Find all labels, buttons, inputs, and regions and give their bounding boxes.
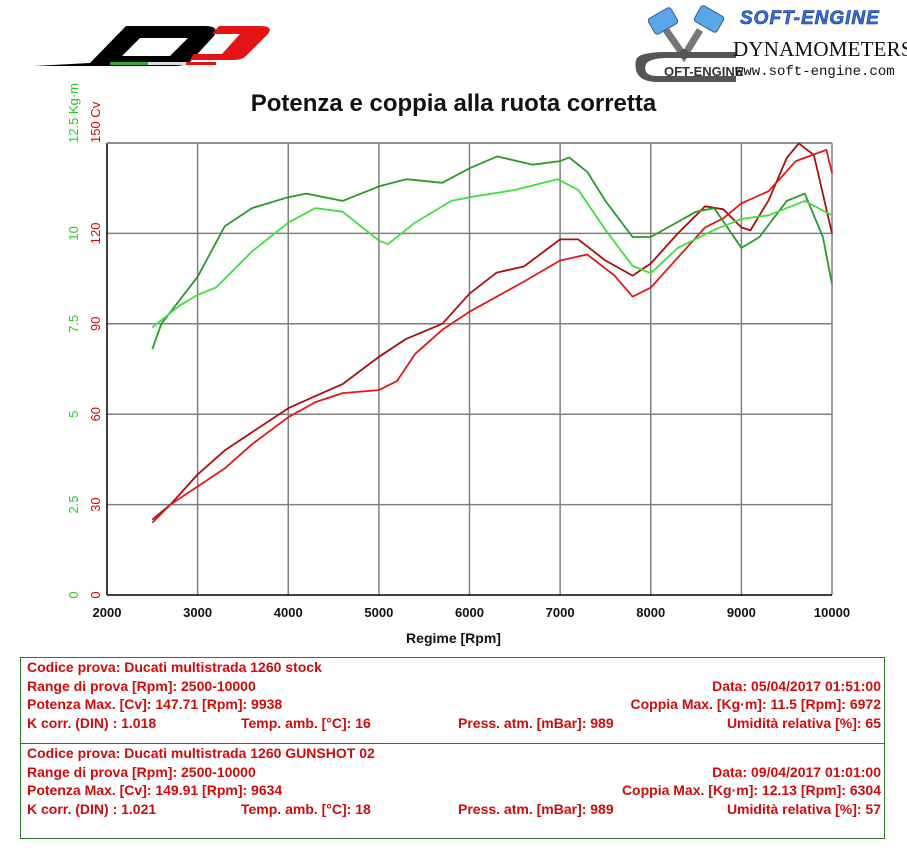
test-date: Data: 05/04/2017 01:51:00 xyxy=(712,677,881,694)
soft-engine-brand: SOFT-ENGINE xyxy=(740,8,880,30)
svg-text:10: 10 xyxy=(66,226,81,240)
svg-text:30: 30 xyxy=(88,497,103,511)
ambient-temp: Temp. amb. [°C]: 16 xyxy=(241,714,371,731)
svg-text:10000: 10000 xyxy=(814,605,850,620)
test-date: Data: 09/04/2017 01:01:00 xyxy=(712,763,881,780)
chart-axes xyxy=(106,142,832,596)
qd-exhaust-logo xyxy=(34,26,270,66)
svg-text:3000: 3000 xyxy=(183,605,212,620)
svg-text:0: 0 xyxy=(88,591,103,598)
chart-curves xyxy=(151,142,833,524)
torque-axis-label: 12.5 Kg·m xyxy=(66,83,81,143)
power-curve xyxy=(151,142,833,521)
max-torque: Coppia Max. [Kg·m]: 11.5 [Rpm]: 6972 xyxy=(630,696,882,712)
k-corr: K corr. (DIN) : 1.018 xyxy=(27,714,157,731)
svg-text:7000: 7000 xyxy=(546,605,575,620)
atm-pressure: Press. atm. [mBar]: 989 xyxy=(458,800,614,817)
chart-tick-labels: 2000 3000 4000 5000 6000 7000 8000 9000 10000 0 30… xyxy=(66,223,850,620)
svg-text:9000: 9000 xyxy=(727,605,756,620)
ambient-temp: Temp. amb. [°C]: 18 xyxy=(241,800,371,817)
torque-curve xyxy=(151,178,833,329)
power-curve xyxy=(151,148,833,524)
svg-text:7.5: 7.5 xyxy=(66,315,81,333)
chart-title: Potenza e coppia alla ruota corretta xyxy=(250,90,657,117)
chart-grid xyxy=(107,142,833,595)
torque-curve xyxy=(151,155,833,350)
dynamometers-label: DYNAMOMETERS xyxy=(733,37,907,61)
test-info-stock: Codice prova: Ducati multistrada 1260 st… xyxy=(20,657,885,744)
test-code: Codice prova: Ducati multistrada 1260 st… xyxy=(27,659,322,675)
x-axis-label: Regime [Rpm] xyxy=(406,630,501,646)
svg-text:8000: 8000 xyxy=(636,605,665,620)
svg-text:4000: 4000 xyxy=(274,605,303,620)
test-range: Range di prova [Rpm]: 2500-10000 xyxy=(27,763,256,780)
max-power: Potenza Max. [Cv]: 149.91 [Rpm]: 9634 xyxy=(27,782,283,798)
atm-pressure: Press. atm. [mBar]: 989 xyxy=(458,714,614,731)
max-power: Potenza Max. [Cv]: 147.71 [Rpm]: 9938 xyxy=(27,696,283,712)
svg-text:6000: 6000 xyxy=(455,605,484,620)
power-axis-label: 150 Cv xyxy=(88,101,103,143)
test-info-gunshot: Codice prova: Ducati multistrada 1260 GU… xyxy=(20,743,885,839)
max-torque: Coppia Max. [Kg·m]: 12.13 [Rpm]: 6304 xyxy=(621,782,881,798)
relative-humidity: Umidità relativa [%]: 57 xyxy=(726,800,881,817)
test-code: Codice prova: Ducati multistrada 1260 GU… xyxy=(27,745,375,761)
svg-text:60: 60 xyxy=(88,407,103,421)
svg-text:0: 0 xyxy=(66,591,81,598)
relative-humidity: Umidità relativa [%]: 65 xyxy=(726,714,881,731)
k-corr: K corr. (DIN) : 1.021 xyxy=(27,800,157,817)
svg-text:2.5: 2.5 xyxy=(66,496,81,514)
website-url: www.soft-engine.com xyxy=(735,64,895,80)
dyno-chart: 2000 3000 4000 5000 6000 7000 8000 9000 10000 0 30… xyxy=(66,83,850,620)
svg-text:5000: 5000 xyxy=(364,605,393,620)
test-range: Range di prova [Rpm]: 2500-10000 xyxy=(27,677,256,694)
svg-text:120: 120 xyxy=(88,223,103,245)
svg-text:2000: 2000 xyxy=(93,605,122,620)
svg-text:5: 5 xyxy=(66,411,81,418)
svg-text:90: 90 xyxy=(88,317,103,331)
